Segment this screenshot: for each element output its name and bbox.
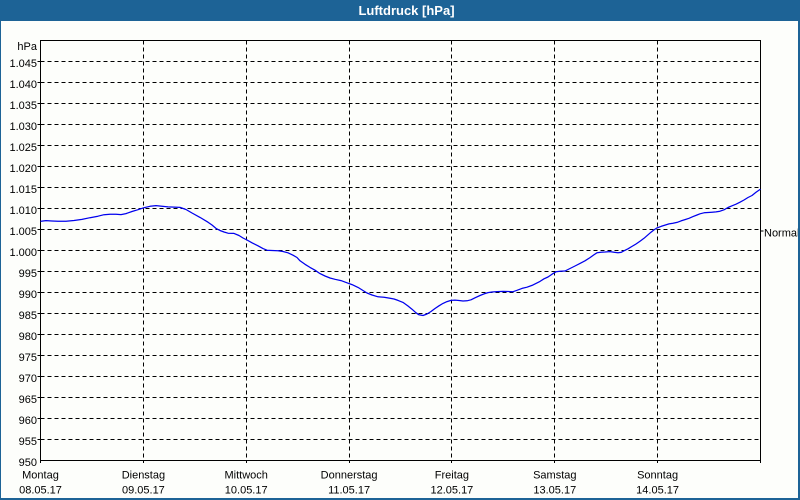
svg-text:Sonntag: Sonntag [637, 470, 678, 482]
svg-text:14.05.17: 14.05.17 [636, 485, 679, 497]
svg-text:11.05.17: 11.05.17 [328, 485, 370, 497]
svg-text:980: 980 [19, 331, 37, 343]
svg-text:Montag: Montag [22, 470, 59, 482]
svg-text:hPa: hPa [17, 41, 37, 53]
svg-text:965: 965 [19, 394, 37, 406]
svg-text:Freitag: Freitag [435, 470, 469, 482]
svg-text:1.015: 1.015 [9, 184, 37, 196]
svg-text:10.05.17: 10.05.17 [225, 485, 268, 497]
svg-text:1.045: 1.045 [9, 58, 37, 70]
svg-text:990: 990 [19, 289, 37, 301]
svg-text:985: 985 [19, 310, 37, 322]
svg-text:975: 975 [19, 352, 37, 364]
svg-text:Dienstag: Dienstag [122, 470, 165, 482]
svg-text:08.05.17: 08.05.17 [19, 485, 62, 497]
svg-text:970: 970 [19, 373, 37, 385]
svg-text:995: 995 [19, 268, 37, 280]
svg-text:1.020: 1.020 [9, 163, 37, 175]
svg-text:Mittwoch: Mittwoch [224, 470, 267, 482]
svg-text:1.035: 1.035 [9, 100, 37, 112]
svg-text:Normal: Normal [764, 228, 799, 240]
svg-text:1.000: 1.000 [9, 247, 37, 259]
svg-text:950: 950 [19, 457, 37, 469]
svg-text:1.040: 1.040 [9, 79, 37, 91]
svg-text:Donnerstag: Donnerstag [321, 470, 378, 482]
svg-text:960: 960 [19, 415, 37, 427]
svg-text:Samstag: Samstag [533, 470, 576, 482]
svg-text:1.005: 1.005 [9, 226, 37, 238]
svg-text:12.05.17: 12.05.17 [430, 485, 473, 497]
svg-text:09.05.17: 09.05.17 [122, 485, 165, 497]
svg-text:1.025: 1.025 [9, 142, 37, 154]
svg-text:13.05.17: 13.05.17 [533, 485, 576, 497]
svg-text:1.030: 1.030 [9, 121, 37, 133]
svg-text:955: 955 [19, 436, 37, 448]
svg-text:1.010: 1.010 [9, 205, 37, 217]
